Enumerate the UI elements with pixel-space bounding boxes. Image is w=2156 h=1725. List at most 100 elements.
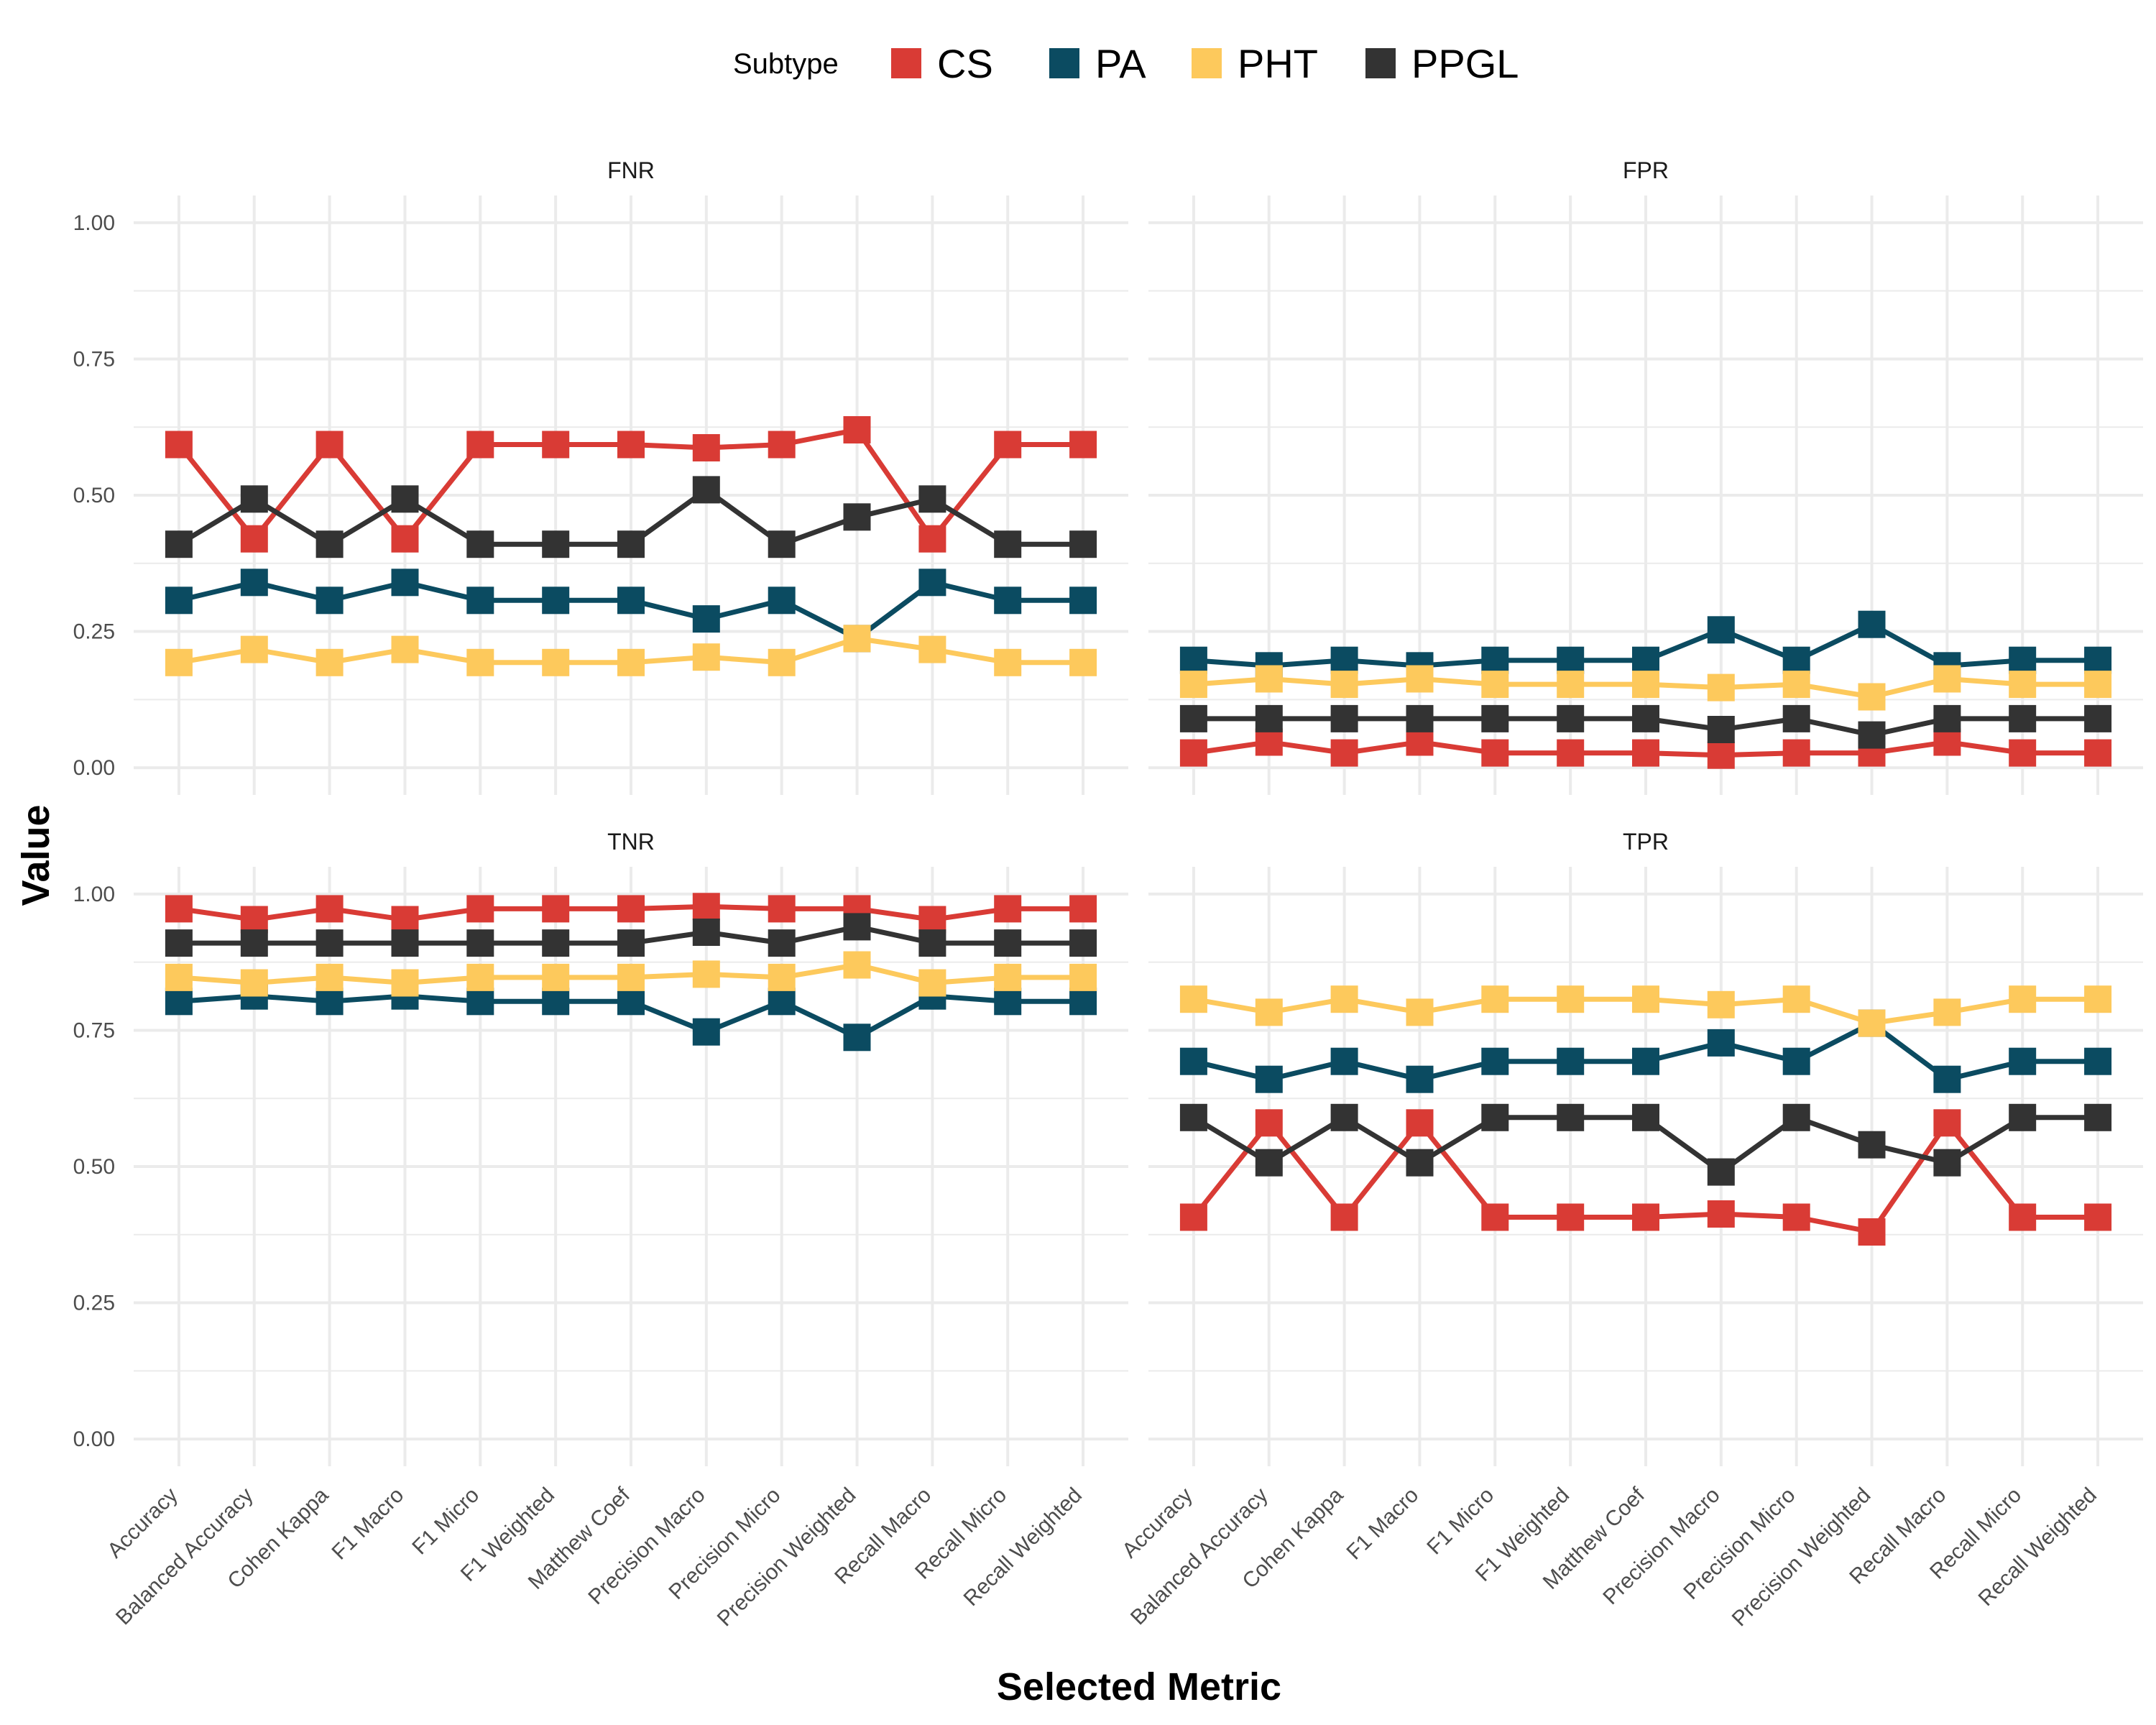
- point-fnr-pht-3: [391, 635, 419, 663]
- point-tpr-pa-6: [1632, 1047, 1659, 1075]
- point-fpr-cs-4: [1481, 739, 1509, 767]
- point-fpr-ppgl-11: [2009, 704, 2037, 732]
- point-tnr-pht-9: [843, 951, 871, 979]
- point-tpr-pht-12: [2084, 985, 2112, 1013]
- point-tpr-pht-8: [1782, 985, 1810, 1013]
- x-tick-label: Precision Weighted: [1728, 1484, 1876, 1632]
- y-tick-label: 0.75: [73, 1018, 115, 1042]
- point-tpr-pa-7: [1707, 1029, 1735, 1057]
- point-fnr-ppgl-9: [843, 503, 871, 531]
- point-tpr-pa-10: [1933, 1065, 1961, 1093]
- point-tpr-cs-8: [1782, 1203, 1810, 1231]
- point-tpr-pht-4: [1481, 985, 1509, 1013]
- point-tnr-cs-2: [315, 895, 344, 923]
- point-tnr-cs-3: [391, 906, 419, 934]
- point-fnr-pht-11: [994, 648, 1022, 676]
- panel-tnr: TNR 0.00 0.25 0.50 0.75 1.00 AccuracyBalanced …: [73, 829, 1128, 1631]
- point-fpr-cs-6: [1632, 739, 1659, 767]
- point-tpr-cs-3: [1406, 1109, 1434, 1137]
- point-fnr-cs-3: [391, 525, 419, 553]
- point-fpr-cs-12: [2084, 739, 2112, 767]
- point-fnr-pa-10: [918, 569, 946, 597]
- x-tick-label: F1 Macro: [327, 1484, 408, 1565]
- point-fnr-cs-12: [1069, 431, 1097, 459]
- y-tick-label: 0.25: [73, 1292, 115, 1315]
- point-tpr-cs-9: [1858, 1218, 1886, 1246]
- point-fnr-ppgl-1: [240, 485, 268, 513]
- point-fpr-pht-10: [1933, 665, 1961, 693]
- point-tpr-ppgl-1: [1255, 1149, 1283, 1177]
- point-fpr-pht-4: [1481, 671, 1509, 699]
- point-tpr-ppgl-5: [1557, 1103, 1585, 1131]
- point-tnr-cs-5: [542, 895, 570, 923]
- point-fnr-pa-1: [240, 569, 268, 597]
- point-tnr-ppgl-0: [165, 929, 193, 957]
- point-tpr-pa-4: [1481, 1047, 1509, 1075]
- point-fpr-ppgl-8: [1782, 704, 1810, 732]
- point-fpr-ppgl-6: [1632, 704, 1659, 732]
- point-fpr-cs-5: [1557, 739, 1585, 767]
- panel-title-tnr: TNR: [607, 829, 655, 855]
- point-tpr-pht-6: [1632, 985, 1659, 1013]
- point-tnr-pht-5: [542, 963, 570, 991]
- point-tpr-pht-1: [1255, 998, 1283, 1026]
- point-fpr-ppgl-12: [2084, 704, 2112, 732]
- point-fnr-pa-5: [542, 586, 570, 615]
- x-tick-label: Precision Weighted: [713, 1484, 861, 1632]
- point-tpr-ppgl-2: [1330, 1103, 1358, 1131]
- point-fnr-ppgl-12: [1069, 530, 1097, 558]
- point-fpr-cs-10: [1933, 728, 1961, 756]
- point-tnr-cs-6: [617, 895, 645, 923]
- point-tpr-ppgl-9: [1858, 1131, 1886, 1159]
- legend-label-ppgl: PPGL: [1411, 41, 1519, 86]
- y-tick-label: 0.00: [73, 1427, 115, 1451]
- point-tnr-ppgl-12: [1069, 929, 1097, 957]
- y-tick-label: 0.25: [73, 620, 115, 644]
- point-tnr-cs-10: [918, 906, 946, 934]
- point-fpr-pht-7: [1707, 673, 1735, 702]
- legend-swatch-pht: [1192, 48, 1222, 78]
- point-fpr-ppgl-9: [1858, 721, 1886, 749]
- point-fpr-pht-5: [1557, 671, 1585, 699]
- point-tnr-pa-12: [1069, 988, 1097, 1016]
- point-tnr-pht-11: [994, 963, 1022, 991]
- x-axis-title: Selected Metric: [997, 1665, 1281, 1708]
- legend-swatch-ppgl: [1365, 48, 1396, 78]
- point-fpr-ppgl-7: [1707, 716, 1735, 743]
- legend-label-pa: PA: [1095, 41, 1146, 86]
- chart-panels: FNR 0.00 0.25 0.50 0.75 1.00 FPR TNR 0.00 0.25 0.5…: [73, 157, 2143, 1631]
- point-tnr-pa-2: [315, 988, 344, 1016]
- point-fpr-pa-4: [1481, 646, 1509, 674]
- point-tpr-pa-8: [1782, 1047, 1810, 1075]
- legend-swatch-cs: [891, 48, 921, 78]
- point-fnr-pht-1: [240, 635, 268, 663]
- point-fpr-cs-2: [1330, 739, 1358, 767]
- point-fnr-ppgl-8: [768, 530, 796, 558]
- point-tnr-cs-0: [165, 895, 193, 923]
- legend-title: Subtype: [733, 48, 839, 80]
- point-tnr-ppgl-4: [466, 929, 494, 957]
- point-fnr-pht-9: [843, 625, 871, 653]
- point-tpr-pht-11: [2009, 985, 2037, 1013]
- point-tpr-pa-3: [1406, 1065, 1434, 1093]
- point-tnr-pht-7: [692, 960, 720, 988]
- point-fnr-cs-8: [768, 431, 796, 459]
- point-fnr-pht-5: [542, 648, 570, 676]
- point-fnr-ppgl-7: [692, 476, 720, 504]
- x-tick-label: Accuracy: [103, 1484, 183, 1563]
- point-fpr-pht-12: [2084, 671, 2112, 699]
- point-fnr-ppgl-10: [918, 485, 946, 513]
- point-fnr-pa-0: [165, 586, 193, 615]
- x-tick-label: Balanced Accuracy: [1126, 1484, 1273, 1630]
- point-fpr-cs-3: [1406, 728, 1434, 756]
- point-tpr-cs-12: [2084, 1203, 2112, 1231]
- point-fnr-pht-10: [918, 635, 946, 663]
- point-fnr-ppgl-0: [165, 530, 193, 558]
- point-fpr-pht-11: [2009, 671, 2037, 699]
- y-tick-label: 1.00: [73, 883, 115, 906]
- point-tpr-ppgl-6: [1632, 1103, 1659, 1131]
- point-fpr-cs-8: [1782, 739, 1810, 767]
- point-fpr-cs-11: [2009, 739, 2037, 767]
